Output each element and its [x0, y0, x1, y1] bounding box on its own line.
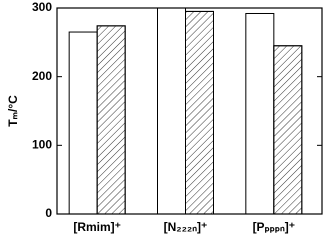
bar-hatch: [96, 25, 126, 215]
y-tick-label: 100: [32, 138, 52, 152]
y-tick-label: 200: [32, 69, 52, 83]
bar-hatch: [273, 45, 303, 215]
bar-hatch: [185, 10, 214, 215]
y-tick-label: 300: [32, 0, 52, 14]
bar: [245, 12, 275, 215]
x-tick-label: [N₂₂₂ₙ]⁺: [164, 220, 208, 234]
bar: [157, 7, 186, 215]
bar: [68, 31, 98, 215]
y-axis-label: Tₘ/°C: [6, 95, 20, 127]
y-tick-label: 0: [45, 206, 52, 220]
x-tick-label: [Pₚₚₚₙ]⁺: [253, 220, 296, 234]
x-tick-label: [Rmim]⁺: [73, 220, 121, 234]
plot-frame: [56, 7, 323, 215]
